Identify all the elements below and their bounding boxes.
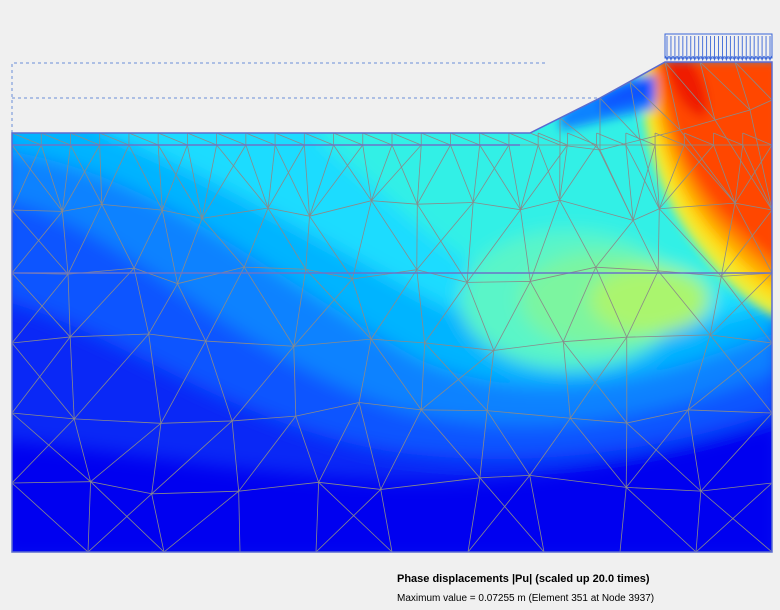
maximum-value-label: Maximum value = 0.07255 m (Element 351 a… — [397, 593, 655, 604]
layer-boundaries — [12, 144, 772, 274]
model-viewport[interactable] — [0, 0, 780, 560]
displacement-contours — [12, 62, 772, 552]
undeformed-outline — [11, 62, 600, 133]
result-title: Phase displacements |Pu| (scaled up 20.0… — [397, 573, 650, 585]
model-boundary — [11, 61, 773, 553]
finite-element-mesh — [12, 62, 772, 552]
distributed-load-arrows-icon[interactable] — [664, 33, 773, 62]
result-caption: Phase displacements |Pu| (scaled up 20.0… — [397, 572, 777, 606]
